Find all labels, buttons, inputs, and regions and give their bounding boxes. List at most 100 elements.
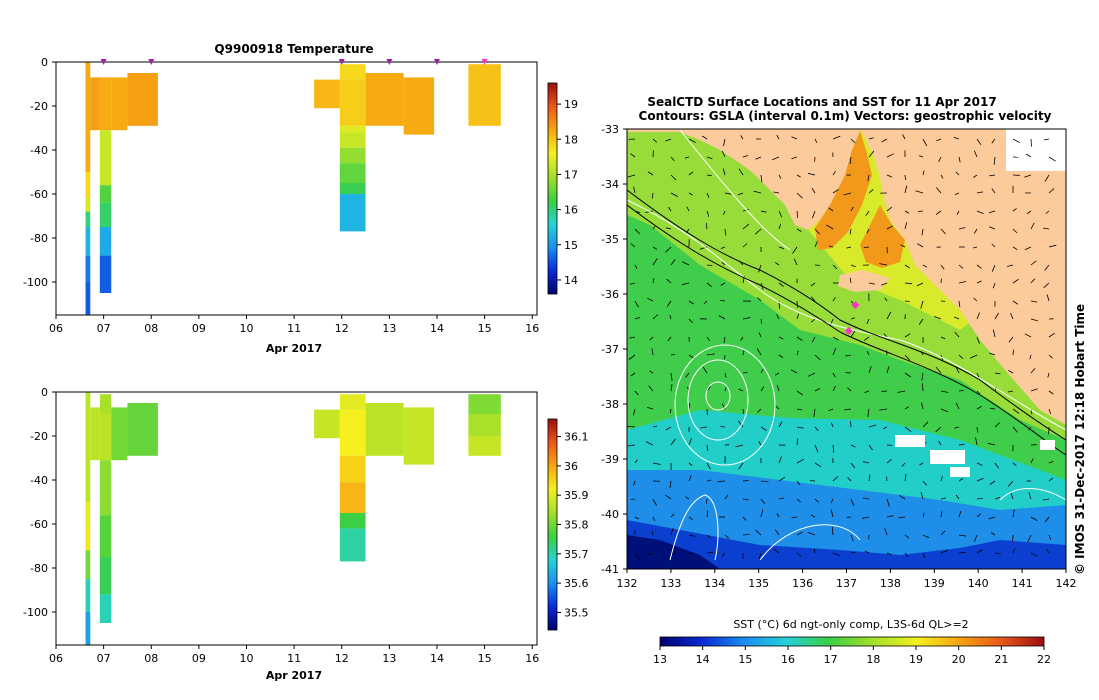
velocity-vector bbox=[883, 333, 888, 338]
velocity-vector bbox=[755, 156, 762, 160]
velocity-vector bbox=[1012, 246, 1018, 251]
velocity-vector bbox=[847, 387, 852, 392]
velocity-vector bbox=[976, 390, 981, 395]
profile-marker bbox=[338, 59, 345, 65]
velocity-vector bbox=[723, 336, 726, 343]
velocity-vector bbox=[703, 300, 708, 305]
velocity-vector bbox=[861, 516, 870, 519]
velocity-vector bbox=[973, 228, 978, 234]
velocity-vector bbox=[1046, 548, 1050, 554]
velocity-vector bbox=[918, 318, 924, 325]
profile-cell bbox=[365, 403, 404, 456]
velocity-vector bbox=[649, 370, 654, 374]
profile-cell bbox=[99, 202, 112, 227]
velocity-vector bbox=[849, 277, 852, 284]
velocity-vector bbox=[976, 138, 982, 146]
map-x-tick-label: 135 bbox=[748, 577, 769, 590]
velocity-vector bbox=[670, 384, 673, 392]
velocity-vector bbox=[897, 390, 906, 393]
velocity-vector bbox=[1030, 300, 1038, 303]
velocity-vector bbox=[772, 156, 780, 161]
velocity-vector bbox=[775, 405, 780, 410]
velocity-vector bbox=[778, 354, 784, 359]
velocity-vector bbox=[724, 494, 729, 500]
velocity-vector bbox=[938, 440, 942, 446]
profile-cell bbox=[339, 64, 366, 80]
velocity-vector bbox=[991, 138, 996, 144]
velocity-vector bbox=[651, 348, 654, 356]
velocity-vector bbox=[796, 313, 799, 320]
velocity-vector bbox=[778, 246, 785, 250]
velocity-vector bbox=[1043, 282, 1050, 289]
velocity-vector bbox=[669, 408, 672, 414]
velocity-vector bbox=[1045, 210, 1050, 214]
velocity-vector bbox=[1007, 264, 1014, 267]
velocity-vector bbox=[718, 315, 726, 320]
velocity-vector bbox=[796, 426, 804, 429]
velocity-vector bbox=[647, 297, 654, 302]
velocity-vector bbox=[829, 318, 834, 327]
velocity-vector bbox=[935, 210, 942, 215]
eddy-contour-inner bbox=[705, 381, 731, 411]
colorbar-tick-label: 35.8 bbox=[564, 519, 589, 532]
map-y-tick-label: -33 bbox=[601, 123, 619, 136]
velocity-vector bbox=[976, 426, 979, 433]
velocity-vector bbox=[1048, 354, 1053, 359]
velocity-vector bbox=[629, 336, 636, 339]
velocity-vector bbox=[863, 336, 870, 341]
velocity-vector bbox=[778, 456, 782, 464]
velocity-vector bbox=[976, 462, 983, 466]
velocity-vector bbox=[886, 174, 893, 178]
velocity-vector bbox=[706, 551, 714, 554]
velocity-vector bbox=[886, 311, 892, 320]
profile-cell bbox=[99, 515, 112, 557]
velocity-vector bbox=[989, 480, 996, 485]
sst-colorbar-tick-label: 21 bbox=[994, 653, 1008, 666]
velocity-vector bbox=[742, 408, 744, 415]
velocity-vector bbox=[742, 516, 747, 521]
cloud-gap bbox=[930, 450, 965, 464]
velocity-vector bbox=[1024, 174, 1032, 178]
velocity-vector bbox=[920, 491, 924, 500]
velocity-vector bbox=[868, 424, 877, 428]
velocity-vector bbox=[684, 156, 690, 159]
x-tick-label: 15 bbox=[478, 322, 492, 335]
salinity-xlabel: Apr 2017 bbox=[266, 669, 322, 682]
velocity-vector bbox=[724, 534, 729, 539]
velocity-vector bbox=[775, 529, 780, 536]
velocity-vector bbox=[791, 369, 798, 374]
velocity-vector bbox=[940, 174, 944, 179]
sst-colorbar-tick-label: 16 bbox=[781, 653, 795, 666]
velocity-vector bbox=[814, 138, 818, 143]
velocity-vector bbox=[832, 297, 836, 302]
map-y-tick-label: -37 bbox=[601, 343, 619, 356]
velocity-vector bbox=[904, 210, 910, 214]
velocity-vector bbox=[849, 156, 852, 165]
velocity-vector bbox=[742, 209, 749, 212]
velocity-vector bbox=[976, 191, 984, 194]
velocity-vector bbox=[862, 461, 870, 464]
velocity-vector bbox=[1012, 426, 1018, 433]
map-x-tick-label: 141 bbox=[1012, 577, 1033, 590]
velocity-vector bbox=[843, 192, 852, 196]
velocity-vector bbox=[630, 498, 636, 500]
velocity-vector bbox=[652, 314, 659, 320]
velocity-vector bbox=[814, 240, 818, 248]
velocity-vector bbox=[868, 137, 874, 140]
velocity-vector bbox=[1026, 210, 1032, 215]
velocity-vector bbox=[904, 354, 911, 361]
velocity-vector bbox=[706, 353, 715, 356]
sst-field bbox=[627, 129, 1066, 569]
velocity-vector bbox=[1024, 333, 1032, 338]
velocity-vector bbox=[940, 549, 949, 554]
velocity-vector bbox=[832, 372, 836, 378]
y-tick-label: -20 bbox=[30, 430, 48, 443]
velocity-vector bbox=[886, 515, 894, 518]
profile-marker bbox=[148, 59, 155, 65]
velocity-vector bbox=[886, 153, 894, 158]
profile-cell bbox=[339, 513, 366, 529]
velocity-vector bbox=[921, 402, 924, 410]
velocity-vector bbox=[1024, 246, 1032, 251]
velocity-vector bbox=[665, 426, 672, 431]
velocity-vector bbox=[958, 227, 966, 230]
